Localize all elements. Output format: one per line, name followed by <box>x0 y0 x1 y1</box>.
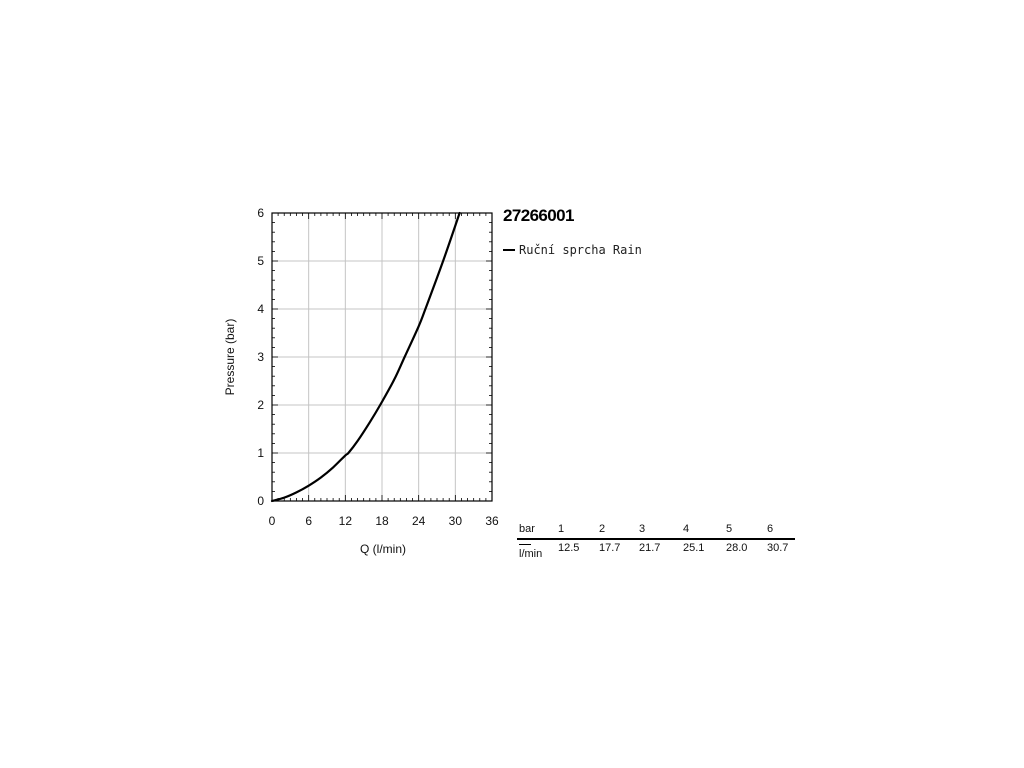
x-tick-label: 24 <box>412 514 426 528</box>
x-tick-label: 0 <box>269 514 276 528</box>
y-axis-label: Pressure (bar) <box>223 319 237 396</box>
product-code: 27266001 <box>503 206 574 225</box>
series-line-rucni-sprcha-rain <box>270 211 461 503</box>
pressure-cell: 3 <box>639 523 646 535</box>
y-tick-label: 1 <box>257 446 264 460</box>
y-tick-label: 0 <box>257 494 264 508</box>
x-tick-label: 12 <box>339 514 353 528</box>
pressure-cell: 5 <box>726 523 733 535</box>
y-tick-label: 6 <box>257 206 264 220</box>
flow-cell: 12.5 <box>558 542 580 554</box>
legend-line-swatch <box>503 249 515 251</box>
flow-cell: 28.0 <box>726 542 748 554</box>
chart-grid <box>272 213 492 501</box>
series-layer <box>270 211 461 503</box>
flow-unit: l/min <box>519 540 542 560</box>
flow-cell: 17.7 <box>599 542 621 554</box>
pressure-cell: 2 <box>599 523 606 535</box>
x-tick-label: 30 <box>449 514 463 528</box>
chart-axes <box>271 212 493 502</box>
pressure-row: bar 1 2 3 4 5 6 <box>517 523 795 540</box>
pressure-flow-table: bar 1 2 3 4 5 6 12.5 17.7 21.7 25.1 28.0… <box>517 523 795 560</box>
y-tick-label: 5 <box>257 254 264 268</box>
pressure-cell: 1 <box>558 523 565 535</box>
flow-cell: 30.7 <box>767 542 789 554</box>
flow-unit-label: l/min <box>519 548 543 560</box>
legend: Ruční sprcha Rain <box>503 243 642 257</box>
y-tick-label: 4 <box>257 302 264 316</box>
y-tick-label: 2 <box>257 398 264 412</box>
flow-cell: 25.1 <box>683 542 705 554</box>
pressure-cell: 6 <box>767 523 774 535</box>
x-tick-label: 6 <box>305 514 312 528</box>
flow-unit-line-swatch <box>519 544 531 545</box>
flow-row: 12.5 17.7 21.7 25.1 28.0 30.7 <box>517 542 795 556</box>
legend-label: Ruční sprcha Rain <box>519 243 642 257</box>
pressure-cell: 4 <box>683 523 690 535</box>
pressure-unit-label: bar <box>519 523 535 535</box>
x-tick-label: 36 <box>485 514 499 528</box>
y-tick-label: 3 <box>257 350 264 364</box>
x-tick-label: 18 <box>375 514 389 528</box>
flow-cell: 21.7 <box>639 542 661 554</box>
x-axis-label: Q (l/min) <box>360 542 406 556</box>
